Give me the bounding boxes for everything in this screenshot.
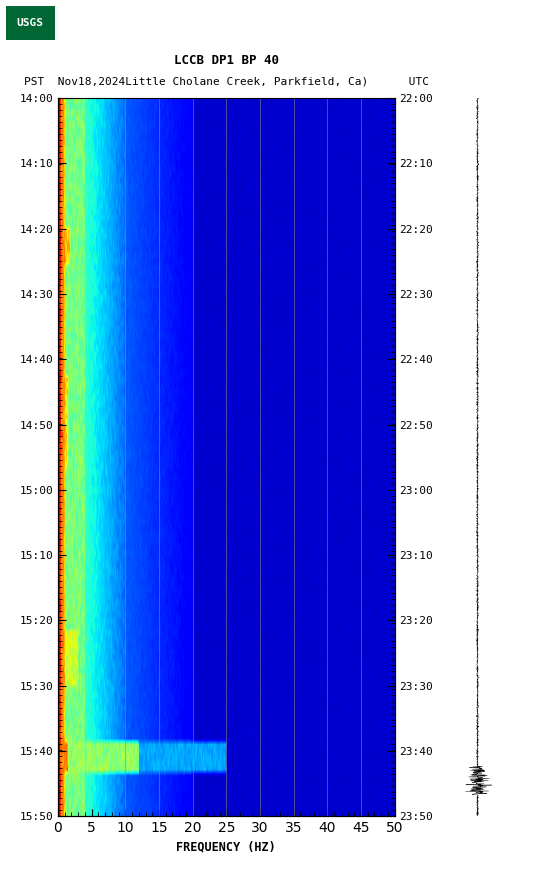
X-axis label: FREQUENCY (HZ): FREQUENCY (HZ) [177,840,276,854]
Text: PST  Nov18,2024Little Cholane Creek, Parkfield, Ca)      UTC: PST Nov18,2024Little Cholane Creek, Park… [24,77,429,87]
Text: LCCB DP1 BP 40: LCCB DP1 BP 40 [174,54,279,67]
Text: ◣: ◣ [6,20,17,34]
Text: USGS: USGS [17,18,44,29]
